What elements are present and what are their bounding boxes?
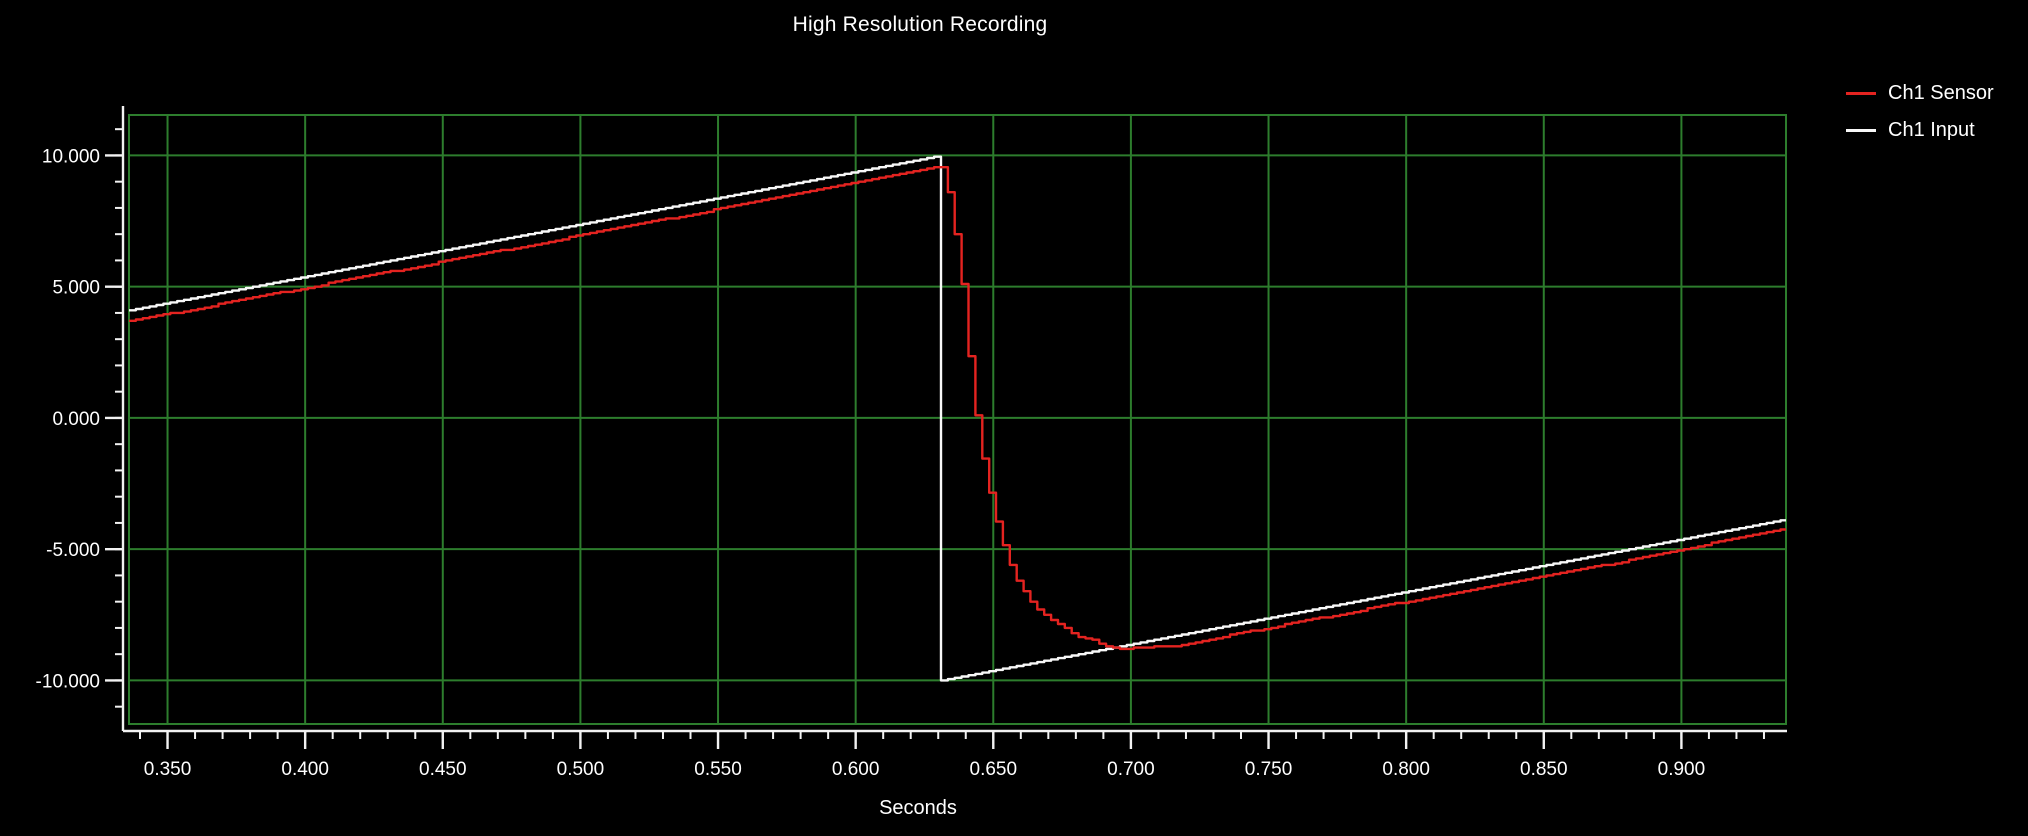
grid-layer bbox=[128, 114, 1787, 725]
plot-border bbox=[128, 114, 1787, 725]
x-tick-label: 0.450 bbox=[419, 759, 467, 780]
legend-label: Ch1 Input bbox=[1888, 119, 1975, 141]
x-tick-label: 0.750 bbox=[1245, 759, 1293, 780]
y-tick-label: 5.000 bbox=[52, 278, 100, 299]
legend-item-ch1-input[interactable]: Ch1 Input bbox=[1846, 119, 1994, 142]
x-tick-label: 0.500 bbox=[557, 759, 605, 780]
x-tick-label: 0.600 bbox=[832, 759, 880, 780]
x-tick-label: 0.650 bbox=[970, 759, 1018, 780]
series-ch1-sensor bbox=[129, 166, 1786, 651]
x-axis-title: Seconds bbox=[879, 797, 957, 819]
y-tick-label: 10.000 bbox=[42, 146, 100, 167]
x-tick-label: 0.350 bbox=[144, 759, 192, 780]
axes-layer bbox=[105, 106, 1787, 749]
y-tick-label: -10.000 bbox=[36, 671, 100, 692]
legend-color-line bbox=[1846, 92, 1876, 95]
x-tick-label: 0.850 bbox=[1520, 759, 1568, 780]
legend-color-line bbox=[1846, 129, 1876, 132]
x-tick-label: 0.900 bbox=[1658, 759, 1706, 780]
chart-title: High Resolution Recording bbox=[792, 13, 1048, 36]
legend-label: Ch1 Sensor bbox=[1888, 82, 1994, 104]
legend-item-ch1-sensor[interactable]: Ch1 Sensor bbox=[1846, 82, 1994, 105]
legend: Ch1 Sensor Ch1 Input bbox=[1846, 82, 1994, 142]
x-tick-label: 0.700 bbox=[1107, 759, 1155, 780]
x-tick-label: 0.550 bbox=[694, 759, 742, 780]
x-tick-label: 0.800 bbox=[1382, 759, 1430, 780]
tick-labels: 0.350 0.400 0.450 0.500 0.550 0.600 0.650 0.700… bbox=[36, 146, 1706, 780]
x-tick-label: 0.400 bbox=[281, 759, 329, 780]
y-tick-label: -5.000 bbox=[46, 540, 100, 561]
series-ch1-input bbox=[129, 155, 1786, 682]
y-tick-label: 0.000 bbox=[52, 409, 100, 430]
